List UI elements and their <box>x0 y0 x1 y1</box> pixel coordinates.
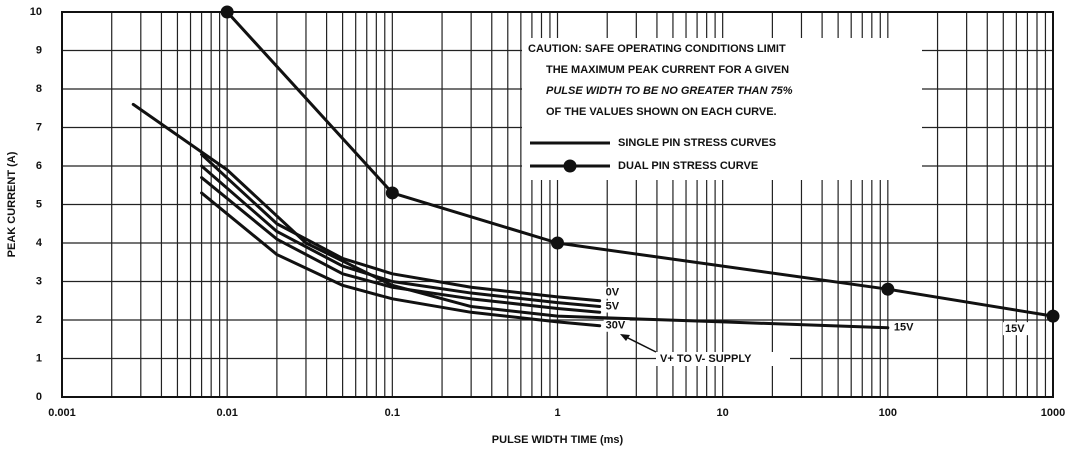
dual-pin-marker <box>385 186 399 200</box>
single-pin-curve <box>131 102 890 330</box>
caution-text: PULSE WIDTH TO BE NO GREATER THAN 75% <box>546 85 793 97</box>
label-background <box>603 300 630 313</box>
label-background <box>1003 322 1031 336</box>
caution-text: CAUTION: SAFE OPERATING CONDITIONS LIMIT <box>528 43 786 55</box>
curve-label: 15V <box>894 322 914 334</box>
curve-label: 15V <box>1005 323 1025 335</box>
arrow-line <box>623 335 657 353</box>
dual-pin-marker <box>1046 309 1060 323</box>
y-axis-label: PEAK CURRENT (A) <box>6 151 18 257</box>
y-tick-label: 2 <box>36 314 42 326</box>
supply-note: V+ TO V- SUPPLY <box>660 353 752 365</box>
label-background <box>891 321 918 334</box>
caution-text: OF THE VALUES SHOWN ON EACH CURVE. <box>546 106 777 118</box>
x-tick-label: 0.1 <box>385 407 400 419</box>
x-tick-label: 100 <box>879 407 897 419</box>
y-tick-label: 0 <box>36 391 42 403</box>
legend-label: SINGLE PIN STRESS CURVES <box>618 137 776 149</box>
x-tick-label: 1 <box>554 407 560 419</box>
curve-label: 5V <box>606 300 620 312</box>
note-background <box>522 38 922 180</box>
x-tick-label: 0.001 <box>48 407 76 419</box>
caution-text: THE MAXIMUM PEAK CURRENT FOR A GIVEN <box>546 64 789 76</box>
y-tick-label: 3 <box>36 275 42 287</box>
x-tick-label: 10 <box>717 407 729 419</box>
single-pin-curve <box>200 152 602 303</box>
legend-label: DUAL PIN STRESS CURVE <box>618 160 758 172</box>
plot-frame <box>61 11 1054 398</box>
curve-label: 0V <box>606 287 620 299</box>
label-background <box>603 286 630 299</box>
dual-pin-marker <box>881 282 895 296</box>
y-tick-label: 7 <box>36 121 42 133</box>
dual-pin-marker <box>220 5 234 19</box>
curve-label: 30V <box>606 320 626 332</box>
x-axis-label: PULSE WIDTH TIME (ms) <box>492 434 624 446</box>
x-tick-label: 1000 <box>1041 407 1065 419</box>
y-tick-label: 5 <box>36 198 42 210</box>
label-background <box>603 319 630 332</box>
y-tick-label: 10 <box>30 6 42 18</box>
y-tick-label: 6 <box>36 160 42 172</box>
legend-marker <box>563 159 577 173</box>
label-background <box>656 352 790 366</box>
y-tick-label: 1 <box>36 352 42 364</box>
arrow-head <box>620 334 630 341</box>
y-tick-label: 4 <box>36 237 43 249</box>
y-tick-label: 8 <box>36 83 42 95</box>
single-pin-curve <box>200 164 602 309</box>
single-pin-curve <box>200 191 602 328</box>
dual-pin-marker <box>551 236 564 250</box>
single-pin-curve <box>200 176 602 314</box>
y-tick-label: 9 <box>36 44 42 56</box>
x-tick-label: 0.01 <box>216 407 237 419</box>
